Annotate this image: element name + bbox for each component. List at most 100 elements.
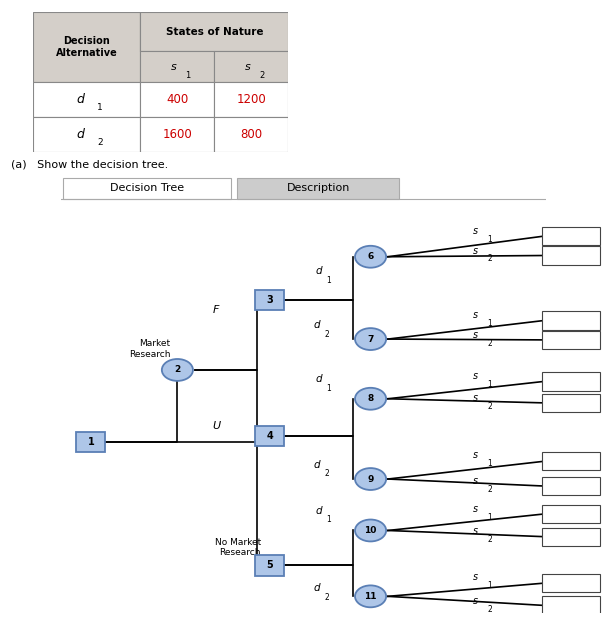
Ellipse shape — [355, 519, 386, 542]
Text: s: s — [473, 526, 478, 536]
FancyBboxPatch shape — [214, 82, 288, 117]
Text: 800: 800 — [240, 128, 262, 141]
Text: 7: 7 — [367, 335, 374, 344]
Text: States of Nature: States of Nature — [166, 27, 263, 37]
Text: 2: 2 — [487, 254, 492, 263]
Text: s: s — [473, 226, 478, 236]
Text: 2: 2 — [259, 71, 264, 80]
Text: 1200: 1200 — [237, 93, 266, 106]
Ellipse shape — [162, 359, 193, 381]
Text: 400: 400 — [166, 93, 189, 106]
Text: d: d — [316, 266, 322, 276]
Text: s: s — [473, 504, 478, 514]
Text: s: s — [473, 476, 478, 486]
Text: Decision Tree: Decision Tree — [110, 183, 184, 193]
Text: 3: 3 — [266, 295, 273, 305]
FancyBboxPatch shape — [140, 12, 288, 51]
Text: d: d — [314, 583, 320, 593]
FancyBboxPatch shape — [543, 527, 600, 546]
FancyBboxPatch shape — [543, 227, 600, 245]
Text: 2: 2 — [97, 138, 103, 147]
Text: d: d — [76, 128, 84, 141]
FancyBboxPatch shape — [543, 452, 600, 470]
FancyBboxPatch shape — [543, 394, 600, 412]
Text: (a)   Show the decision tree.: (a) Show the decision tree. — [11, 159, 168, 169]
Text: 1: 1 — [487, 380, 492, 389]
Text: 9: 9 — [367, 475, 374, 483]
Text: F: F — [213, 305, 219, 315]
FancyBboxPatch shape — [543, 331, 600, 349]
Text: 1: 1 — [327, 515, 331, 524]
Text: s: s — [171, 62, 177, 72]
FancyBboxPatch shape — [543, 574, 600, 592]
Text: s: s — [473, 371, 478, 381]
Text: 4: 4 — [266, 431, 273, 441]
Text: 2: 2 — [174, 365, 180, 374]
Text: 1: 1 — [327, 275, 331, 285]
Text: No Market
Research: No Market Research — [215, 538, 261, 557]
FancyBboxPatch shape — [214, 117, 288, 152]
Text: Decision
Alternative: Decision Alternative — [56, 37, 118, 58]
Text: s: s — [473, 596, 478, 606]
Text: d: d — [76, 93, 84, 106]
Text: d: d — [314, 321, 320, 331]
FancyBboxPatch shape — [543, 311, 600, 329]
FancyBboxPatch shape — [543, 596, 600, 615]
Text: 1: 1 — [487, 459, 492, 468]
Text: s: s — [245, 62, 251, 72]
Text: d: d — [316, 374, 322, 384]
Text: 1: 1 — [185, 71, 191, 80]
Text: 2: 2 — [487, 402, 492, 410]
Text: 1600: 1600 — [163, 128, 192, 141]
FancyBboxPatch shape — [214, 12, 288, 51]
Text: s: s — [473, 246, 478, 256]
Text: Market
Research: Market Research — [129, 339, 171, 359]
FancyBboxPatch shape — [76, 431, 105, 452]
Text: 2: 2 — [487, 339, 492, 348]
Ellipse shape — [355, 468, 386, 490]
FancyBboxPatch shape — [255, 425, 284, 446]
Text: 5: 5 — [266, 560, 273, 571]
FancyBboxPatch shape — [255, 555, 284, 576]
Text: 2: 2 — [325, 592, 330, 602]
Text: 1: 1 — [487, 319, 492, 328]
FancyBboxPatch shape — [33, 117, 140, 152]
Text: 8: 8 — [367, 394, 374, 403]
FancyBboxPatch shape — [214, 51, 288, 82]
Text: 1: 1 — [327, 384, 331, 392]
Text: 2: 2 — [325, 469, 330, 478]
Text: s: s — [473, 573, 478, 582]
Text: U: U — [212, 420, 220, 431]
FancyBboxPatch shape — [140, 51, 214, 82]
Text: s: s — [473, 330, 478, 340]
Text: 1: 1 — [487, 235, 492, 243]
Text: 1: 1 — [487, 581, 492, 590]
FancyBboxPatch shape — [33, 82, 140, 117]
Text: 6: 6 — [367, 253, 374, 261]
Text: s: s — [473, 393, 478, 403]
Ellipse shape — [355, 328, 386, 350]
Ellipse shape — [355, 388, 386, 410]
FancyBboxPatch shape — [543, 477, 600, 495]
Text: 2: 2 — [487, 535, 492, 544]
FancyBboxPatch shape — [543, 246, 600, 264]
FancyBboxPatch shape — [140, 117, 214, 152]
Text: 2: 2 — [487, 605, 492, 614]
Text: s: s — [473, 310, 478, 320]
Text: 10: 10 — [364, 526, 377, 535]
Text: d: d — [316, 506, 322, 516]
FancyBboxPatch shape — [543, 505, 600, 523]
Text: 2: 2 — [487, 485, 492, 494]
FancyBboxPatch shape — [255, 290, 284, 310]
Text: s: s — [473, 450, 478, 460]
Text: 1: 1 — [87, 437, 94, 447]
Text: 11: 11 — [364, 592, 377, 601]
FancyBboxPatch shape — [33, 12, 140, 82]
Text: 1: 1 — [97, 103, 103, 112]
Text: 1: 1 — [487, 513, 492, 522]
Text: 2: 2 — [325, 330, 330, 339]
Text: d: d — [314, 460, 320, 470]
FancyBboxPatch shape — [63, 178, 231, 199]
FancyBboxPatch shape — [140, 12, 214, 51]
FancyBboxPatch shape — [140, 82, 214, 117]
